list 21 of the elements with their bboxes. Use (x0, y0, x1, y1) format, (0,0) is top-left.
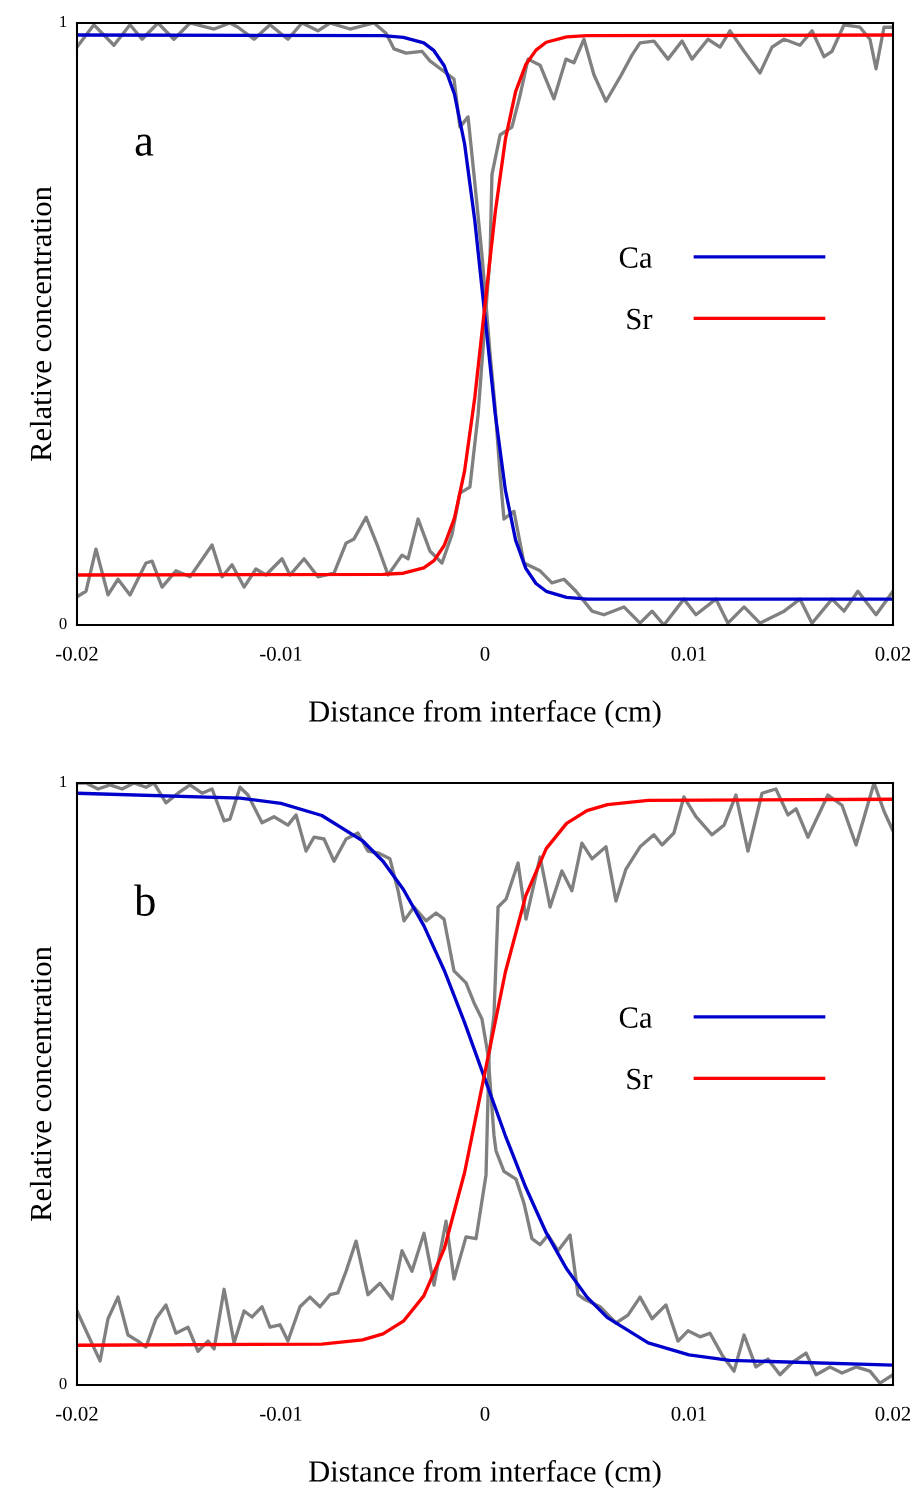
y-axis-title: Relative concentration (29, 186, 52, 461)
x-axis-title: Distance from interface (cm) (309, 1460, 661, 1489)
x-tick-label: 0.01 (671, 1406, 706, 1421)
x-axis-title: Distance from interface (cm) (309, 700, 661, 729)
x-tick-label: 0.01 (671, 646, 706, 661)
annotation: b (134, 884, 155, 916)
x-tick-label: 0.02 (875, 646, 911, 661)
y-tick-label: 0 (59, 1377, 67, 1390)
y-axis-title: Relative concentration (29, 946, 52, 1221)
x-tick-label: 0 (480, 646, 490, 661)
y-tick-label: 0 (59, 617, 67, 630)
x-tick-label: -0.01 (260, 1406, 302, 1421)
legend-label: Ca (619, 1007, 653, 1028)
x-tick-label: -0.01 (260, 646, 302, 661)
legend-label: Sr (627, 1068, 653, 1090)
x-tick-label: -0.02 (56, 646, 98, 661)
x-tick-label: -0.02 (56, 1406, 98, 1421)
x-tick-label: 0.02 (875, 1406, 911, 1421)
x-tick-label: 0 (480, 1406, 490, 1421)
y-tick-label: 1 (60, 16, 67, 28)
y-tick-label: 1 (60, 776, 67, 788)
